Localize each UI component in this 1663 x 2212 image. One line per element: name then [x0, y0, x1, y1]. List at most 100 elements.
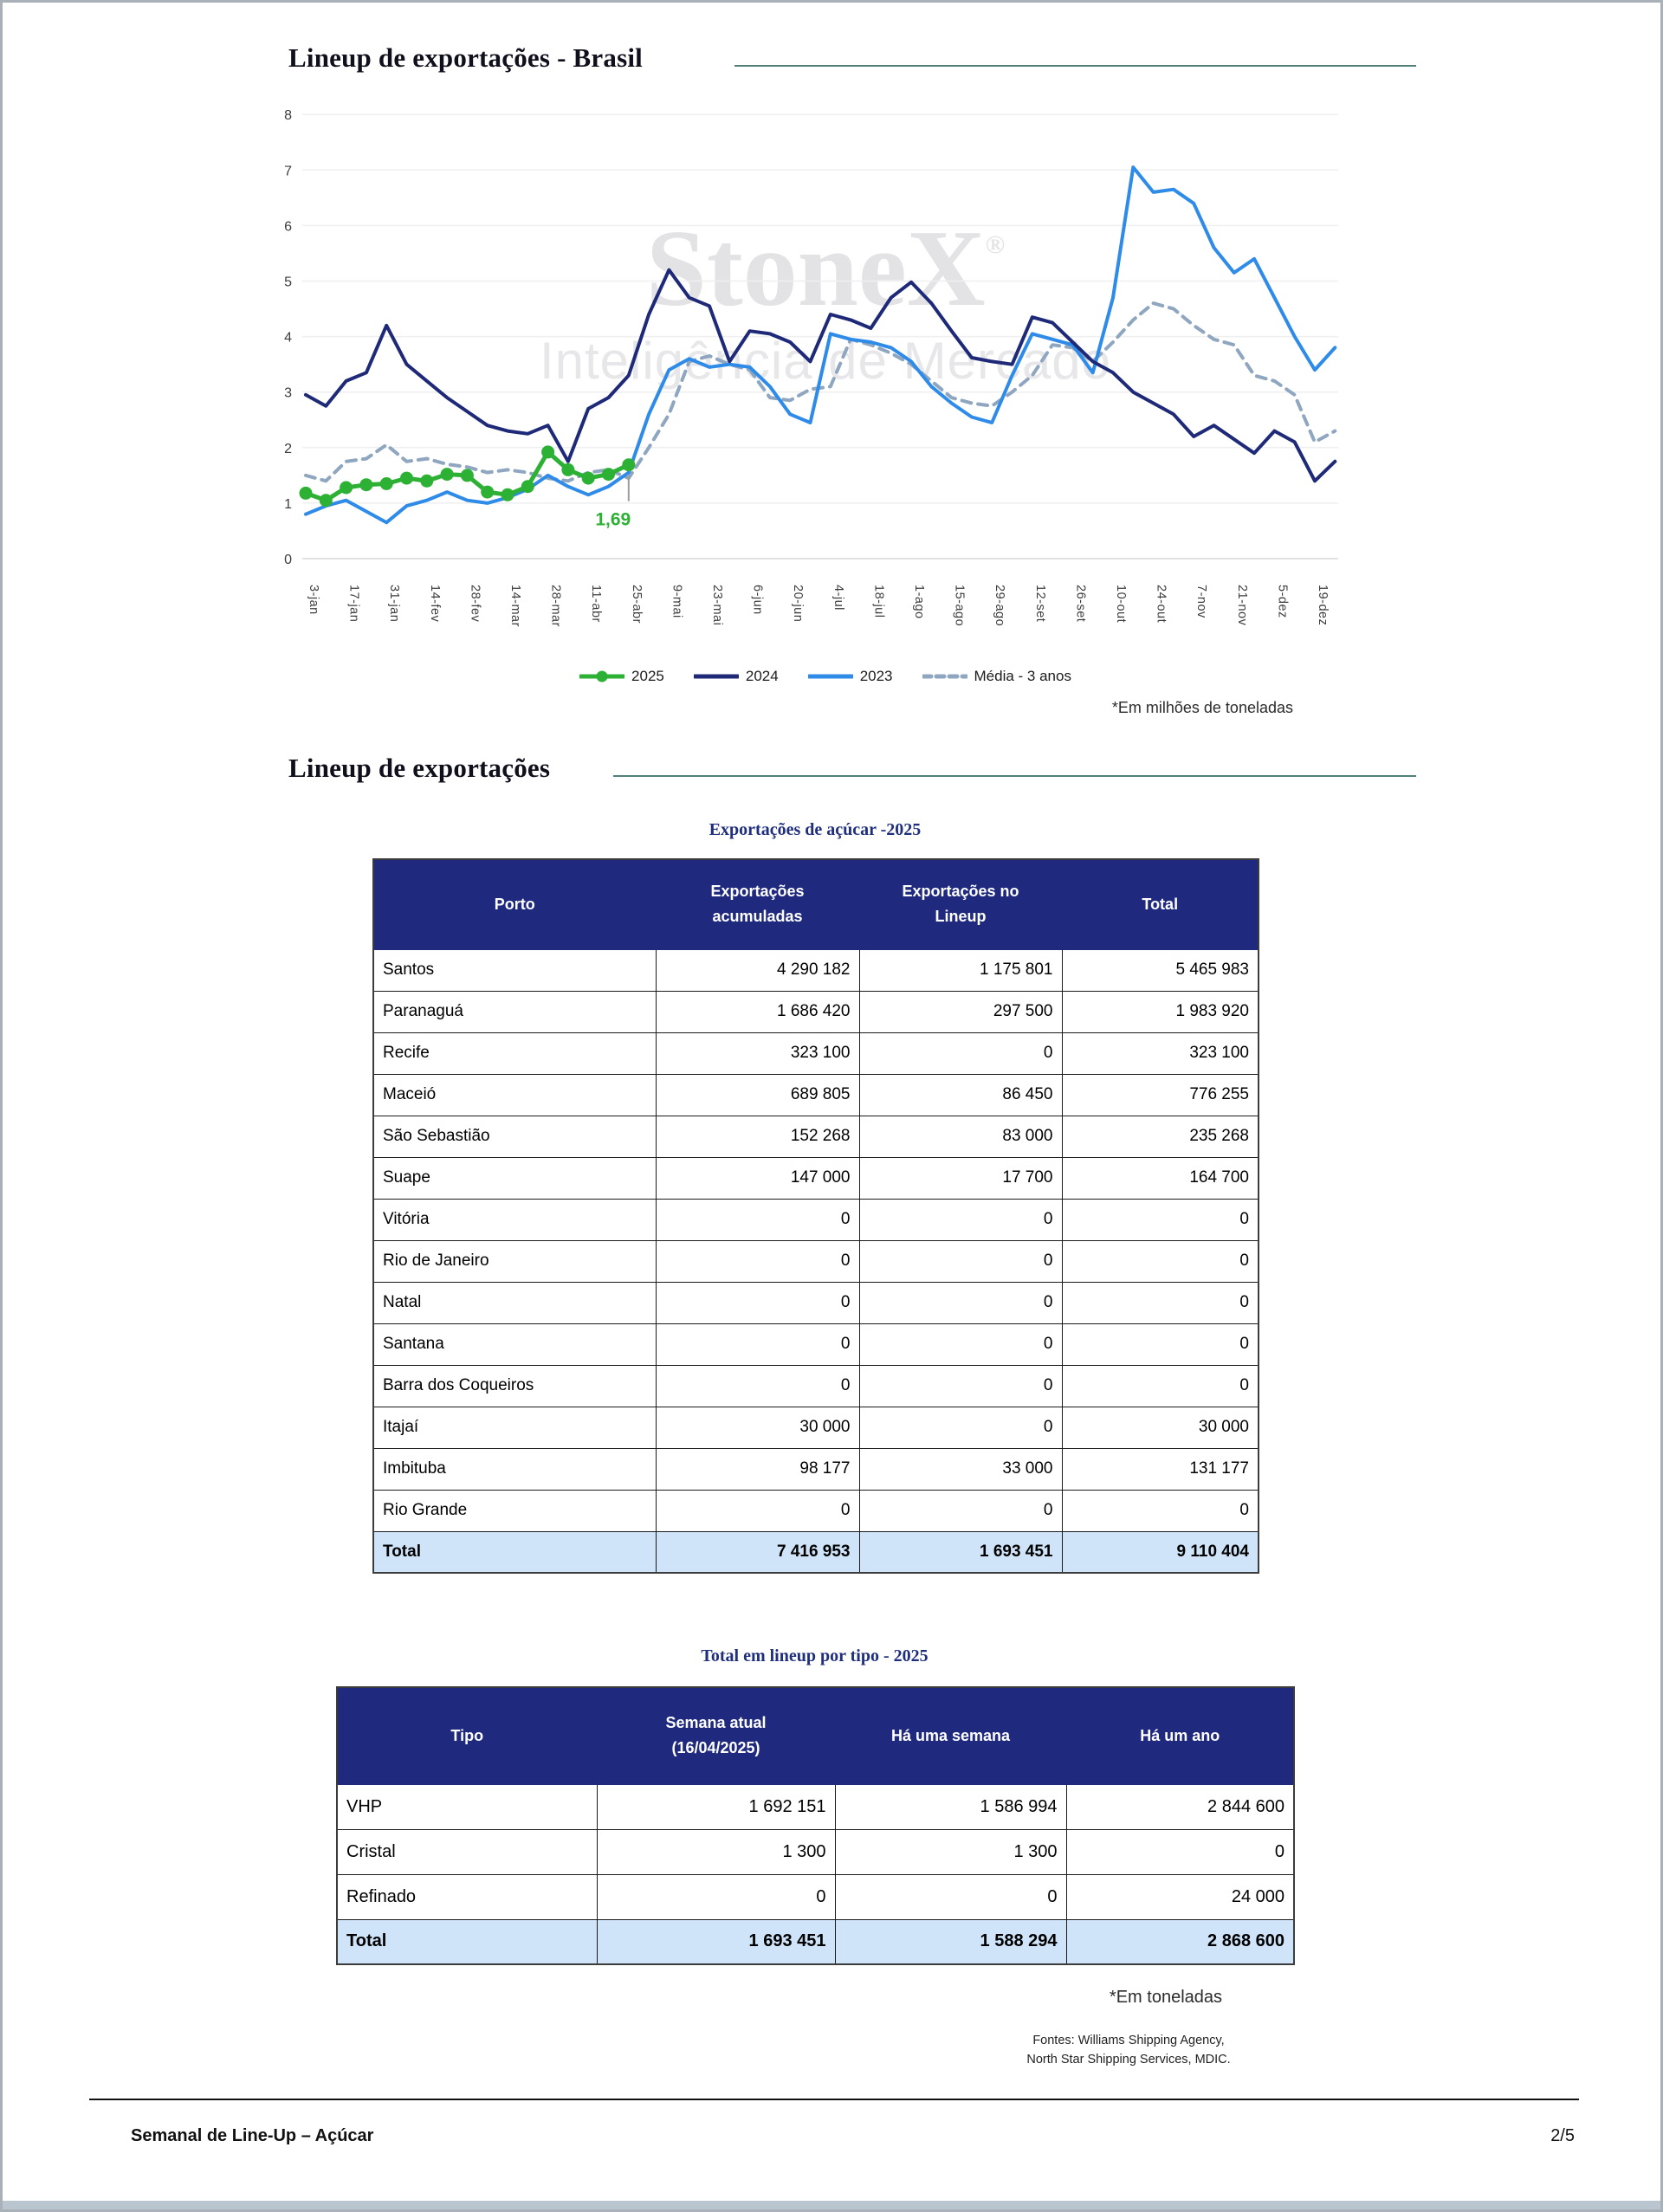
table-row: Cristal 1 300 1 300 0: [336, 1828, 1295, 1875]
value-cell: 0: [834, 1873, 1067, 1920]
legend-item: 2024: [693, 668, 779, 685]
column-header: Porto: [372, 858, 657, 950]
svg-text:4: 4: [284, 331, 292, 346]
svg-text:18-jul: 18-jul: [871, 585, 885, 618]
value-cell: 2 868 600: [1065, 1918, 1295, 1965]
value-cell: 776 255: [1061, 1073, 1259, 1116]
row-label-cell: Rio Grande: [372, 1489, 657, 1532]
svg-text:28-mar: 28-mar: [549, 585, 563, 627]
legend-label: 2023: [859, 668, 893, 684]
table-row: Imbituba 98 177 33 000 131 177: [372, 1447, 1259, 1491]
svg-text:1: 1: [284, 497, 292, 512]
legend-swatch: [922, 674, 967, 679]
page-bottom-edge: [3, 2201, 1660, 2209]
value-cell: 0: [655, 1198, 860, 1241]
value-cell: 98 177: [655, 1447, 860, 1491]
value-cell: 5 465 983: [1061, 948, 1259, 992]
legend-swatch: [579, 670, 625, 682]
value-cell: 9 110 404: [1061, 1530, 1259, 1574]
row-label-cell: Santana: [372, 1323, 657, 1366]
value-cell: 0: [1061, 1239, 1259, 1283]
lineup-by-type-table: Tipo Semana atual (16/04/2025) Há uma seman…: [336, 1686, 1295, 1965]
value-cell: 0: [858, 1489, 1063, 1532]
sources-line2: North Star Shipping Services, MDIC.: [1026, 2053, 1231, 2067]
svg-text:20-jun: 20-jun: [791, 585, 805, 622]
row-label-cell: Recife: [372, 1032, 657, 1075]
legend-label: 2024: [745, 668, 779, 684]
svg-text:9-mai: 9-mai: [670, 585, 683, 618]
value-cell: 235 268: [1061, 1115, 1259, 1158]
section-title: Lineup de exportações: [288, 753, 551, 783]
svg-text:7-nov: 7-nov: [1194, 585, 1208, 618]
row-label-cell: Santos: [372, 948, 657, 992]
legend-label: 2025: [631, 668, 664, 684]
page-number: 2/5: [1550, 2126, 1575, 2145]
value-cell: 0: [1061, 1364, 1259, 1407]
value-cell: 33 000: [858, 1447, 1063, 1491]
footer-divider: [89, 2099, 1579, 2100]
chart-plot: 0 1 2 3 4 5 6 7 8 3-jan 17-jan 31-jan 14-fev 28-fev 14…: [284, 108, 1338, 627]
svg-text:11-abr: 11-abr: [589, 585, 603, 623]
value-cell: 0: [858, 1032, 1063, 1075]
chart-legend: 2025 2024 2023 Média - 3 anos: [262, 668, 1388, 685]
row-label-cell: Paranaguá: [372, 990, 657, 1033]
value-cell: 0: [655, 1281, 860, 1324]
exports-by-port-table: Porto Exportações acumuladas Exportações no…: [372, 858, 1259, 1574]
value-cell: 0: [1065, 1828, 1295, 1875]
row-label-cell: VHP: [336, 1783, 598, 1830]
row-label-cell: Natal: [372, 1281, 657, 1324]
svg-text:23-mai: 23-mai: [710, 585, 724, 625]
value-cell: 0: [655, 1489, 860, 1532]
value-cell: 0: [858, 1406, 1063, 1449]
value-cell: 0: [1061, 1489, 1259, 1532]
port-table-title: Exportações de açúcar -2025: [709, 820, 922, 839]
value-cell: 0: [655, 1364, 860, 1407]
value-cell: 4 290 182: [655, 948, 860, 992]
legend-item: Média - 3 anos: [922, 668, 1071, 685]
value-cell: 0: [858, 1323, 1063, 1366]
svg-text:17-jan: 17-jan: [347, 585, 361, 622]
value-cell: 17 700: [858, 1156, 1063, 1200]
svg-text:1-ago: 1-ago: [912, 585, 926, 619]
svg-text:29-ago: 29-ago: [993, 585, 1006, 626]
row-label-cell: Rio de Janeiro: [372, 1239, 657, 1283]
table-row: Paranaguá 1 686 420 297 500 1 983 920: [372, 990, 1259, 1033]
table-header: Tipo Semana atual (16/04/2025) Há uma seman…: [336, 1686, 1295, 1785]
value-cell: 1 586 994: [834, 1783, 1067, 1830]
row-label-cell: Itajaí: [372, 1406, 657, 1449]
value-cell: 1 588 294: [834, 1918, 1067, 1965]
chart-unit-note: *Em milhões de toneladas: [1111, 699, 1293, 716]
footer-title: Semanal de Line-Up – Açúcar: [131, 2126, 374, 2145]
value-cell: 297 500: [858, 990, 1063, 1033]
title-divider: [734, 65, 1416, 67]
legend-swatch: [807, 674, 853, 679]
svg-text:31-jan: 31-jan: [387, 585, 401, 622]
svg-text:21-nov: 21-nov: [1235, 585, 1249, 626]
page-title: Lineup de exportações - Brasil: [288, 42, 643, 73]
table-body: Santos 4 290 182 1 175 801 5 465 983 Paranag…: [372, 948, 1259, 1574]
table-header: Porto Exportações acumuladas Exportações no…: [372, 858, 1259, 950]
value-cell: 0: [1061, 1323, 1259, 1366]
value-cell: 0: [1061, 1281, 1259, 1324]
value-cell: 1 300: [596, 1828, 836, 1875]
value-cell: 131 177: [1061, 1447, 1259, 1491]
svg-text:26-set: 26-set: [1073, 585, 1087, 622]
table-row: Recife 323 100 0 323 100: [372, 1032, 1259, 1075]
table-row: Itajaí 30 000 0 30 000: [372, 1406, 1259, 1449]
section-divider: [613, 775, 1416, 777]
table-row: Vitória 0 0 0: [372, 1198, 1259, 1241]
value-cell: 1 693 451: [858, 1530, 1063, 1574]
table-row: Rio Grande 0 0 0: [372, 1489, 1259, 1532]
column-header: Há uma semana: [834, 1686, 1067, 1785]
series-M-dia-3-anos: [304, 301, 1337, 483]
svg-text:5: 5: [284, 275, 292, 290]
svg-text:4-jul: 4-jul: [832, 585, 845, 611]
value-cell: 689 805: [655, 1073, 860, 1116]
svg-text:14-mar: 14-mar: [508, 585, 522, 627]
series-2023: [304, 165, 1337, 525]
svg-text:19-dez: 19-dez: [1316, 585, 1330, 625]
svg-text:12-set: 12-set: [1033, 585, 1047, 622]
table-row: Natal 0 0 0: [372, 1281, 1259, 1324]
table-row: São Sebastião 152 268 83 000 235 268: [372, 1115, 1259, 1158]
